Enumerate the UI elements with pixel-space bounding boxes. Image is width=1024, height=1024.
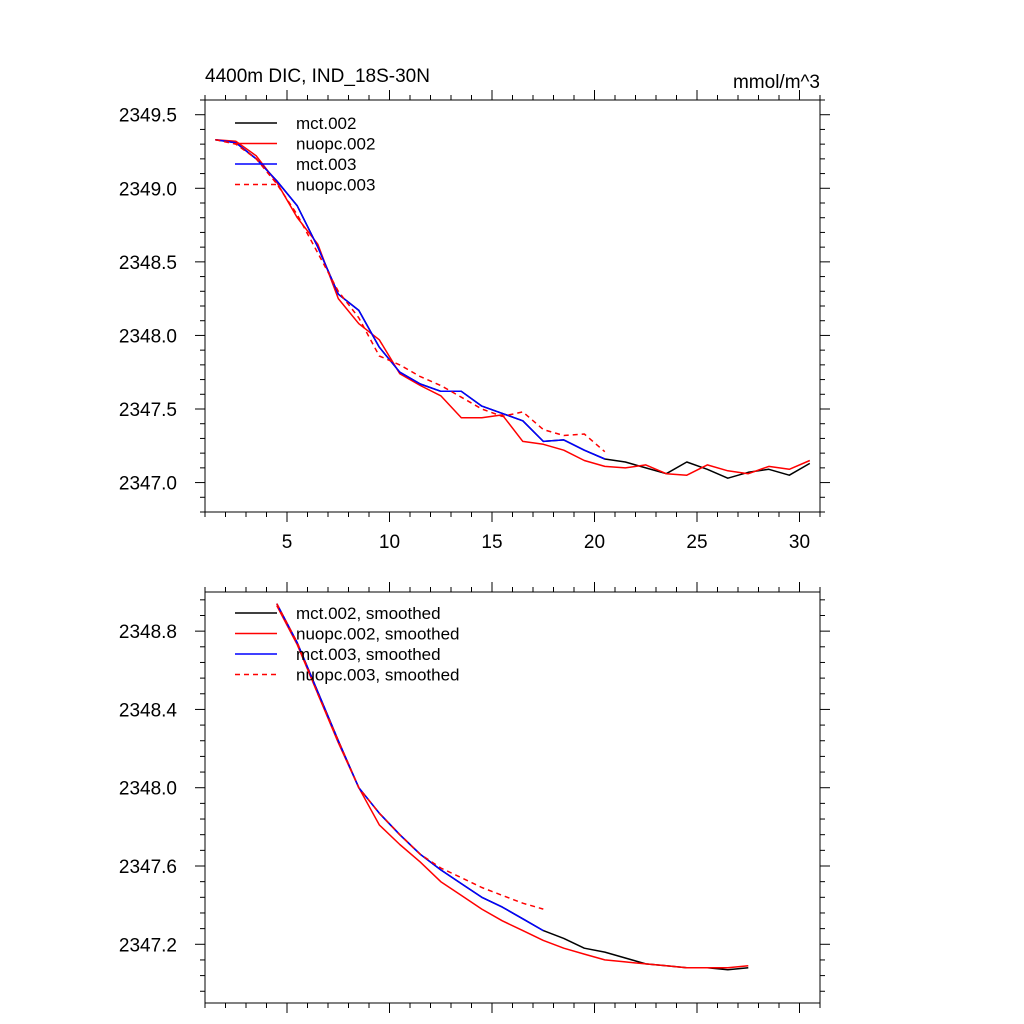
x-tick-label: 15 xyxy=(481,532,502,553)
y-tick-label: 2347.0 xyxy=(119,474,177,495)
units-label: mmol/m^3 xyxy=(733,72,820,93)
legend-label: nuopc.003, smoothed xyxy=(296,666,460,685)
legend-label: mct.002, smoothed xyxy=(296,604,441,623)
legend-label: mct.002 xyxy=(296,114,356,133)
x-tick-label: 30 xyxy=(789,532,810,553)
series-line-mct-003 xyxy=(215,138,606,460)
y-tick-label: 2348.8 xyxy=(119,622,177,643)
x-tick-label: 10 xyxy=(379,532,400,553)
legend-label: nuopc.002, smoothed xyxy=(296,625,460,644)
y-tick-label: 2349.0 xyxy=(119,179,177,200)
legend-label: nuopc.002 xyxy=(296,135,375,154)
y-tick-label: 2349.5 xyxy=(119,106,177,127)
legend-label: mct.003, smoothed xyxy=(296,645,441,664)
y-tick-label: 2348.0 xyxy=(119,326,177,347)
series-line-mct-003-smoothed xyxy=(276,603,544,932)
top-panel: 5 10 15 20 25 30 2347.0 2347.5 2348.0 2348.5 2349.… xyxy=(119,66,830,553)
y-tick-label: 2347.6 xyxy=(119,857,177,878)
x-tick-label: 25 xyxy=(686,532,707,553)
series-line-nuopc-003 xyxy=(215,138,606,453)
legend-label: nuopc.003 xyxy=(296,176,375,195)
y-tick-label: 2348.5 xyxy=(119,253,177,274)
y-tick-label: 2348.4 xyxy=(119,700,178,721)
x-tick-label: 5 xyxy=(282,532,293,553)
legend-label: mct.003 xyxy=(296,155,356,174)
bottom-panel: 2347.2 2347.6 2348.0 2348.4 2348.8 mct.002, s… xyxy=(119,582,830,1013)
y-tick-label: 2347.2 xyxy=(119,935,177,956)
chart-title: 4400m DIC, IND_18S-30N xyxy=(205,66,430,87)
y-tick-label: 2347.5 xyxy=(119,400,177,421)
x-tick-label: 20 xyxy=(584,532,605,553)
y-tick-label: 2348.0 xyxy=(119,779,177,800)
series-line-nuopc-003-smoothed xyxy=(276,603,544,910)
